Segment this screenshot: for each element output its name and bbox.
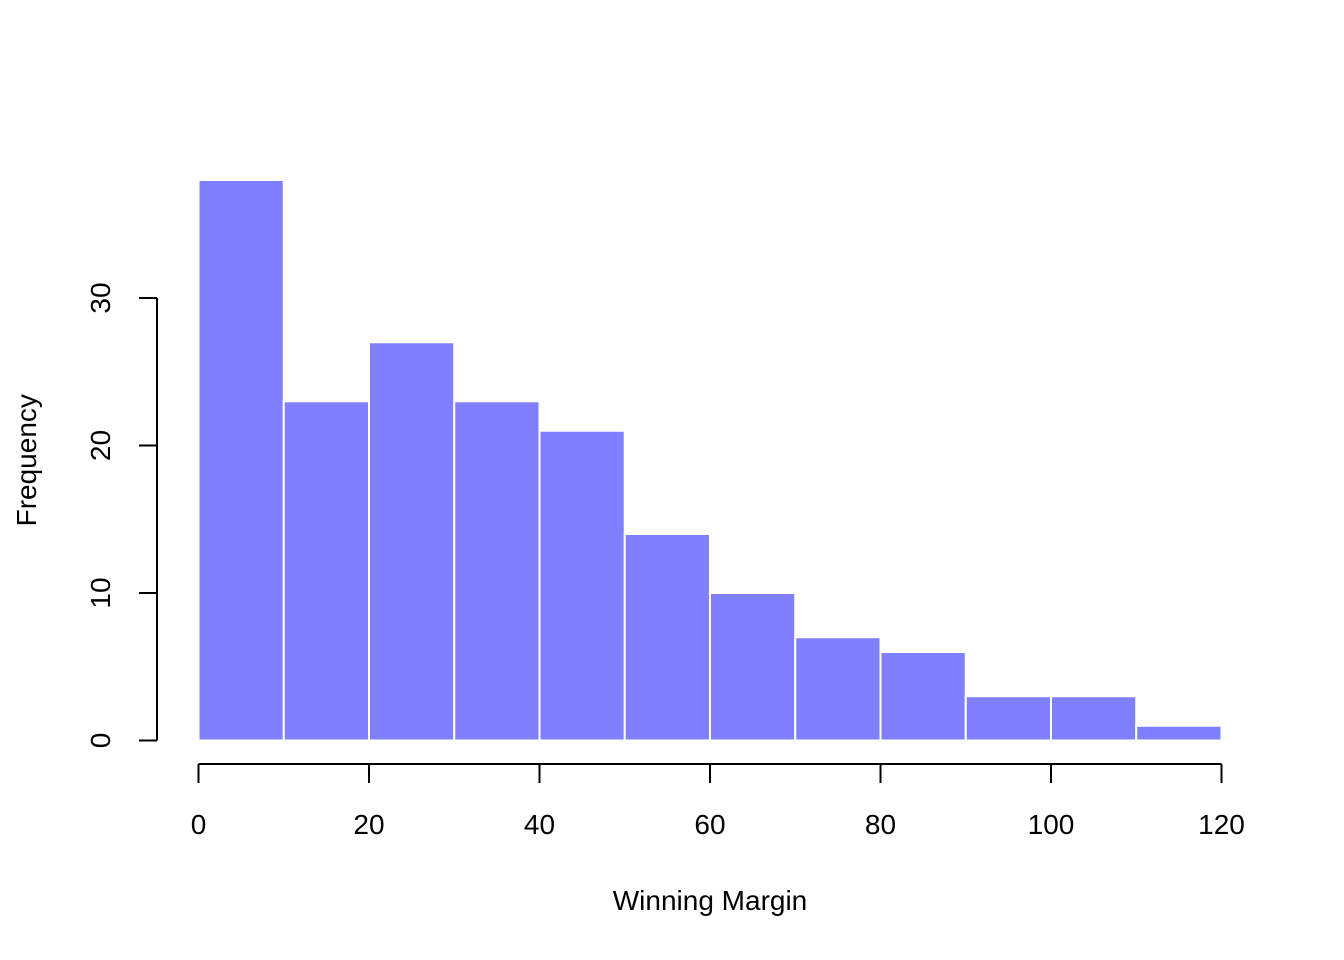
- histogram-bar: [709, 592, 797, 742]
- histogram-bar: [538, 429, 626, 742]
- histogram-bar: [197, 179, 285, 742]
- histogram-bar: [282, 400, 370, 742]
- x-tick-label: 100: [1028, 809, 1075, 840]
- histogram-bar: [879, 651, 967, 742]
- x-axis-title: Winning Margin: [613, 885, 808, 916]
- x-tick-label: 40: [524, 809, 555, 840]
- y-tick-label: 20: [85, 430, 116, 461]
- histogram-bar: [623, 533, 711, 742]
- histogram-bar: [1050, 695, 1138, 742]
- y-tick-label: 30: [85, 282, 116, 313]
- histogram-bar: [794, 636, 882, 742]
- x-tick-label: 20: [353, 809, 384, 840]
- bars-group: [197, 179, 1223, 742]
- x-tick-label: 0: [191, 809, 207, 840]
- y-tick-label: 10: [85, 577, 116, 608]
- histogram-bar: [368, 341, 456, 742]
- histogram-bar: [453, 400, 541, 742]
- x-axis: 0 20 40 60 80 100 120: [191, 763, 1245, 840]
- y-tick-label: 0: [85, 733, 116, 749]
- y-axis: 0 10 20 30: [85, 282, 158, 749]
- x-tick-label: 60: [694, 809, 725, 840]
- y-axis-title: Frequency: [11, 394, 42, 526]
- x-tick-label: 120: [1198, 809, 1245, 840]
- histogram-bar: [964, 695, 1052, 742]
- histogram-bar: [1135, 724, 1223, 742]
- x-tick-label: 80: [865, 809, 896, 840]
